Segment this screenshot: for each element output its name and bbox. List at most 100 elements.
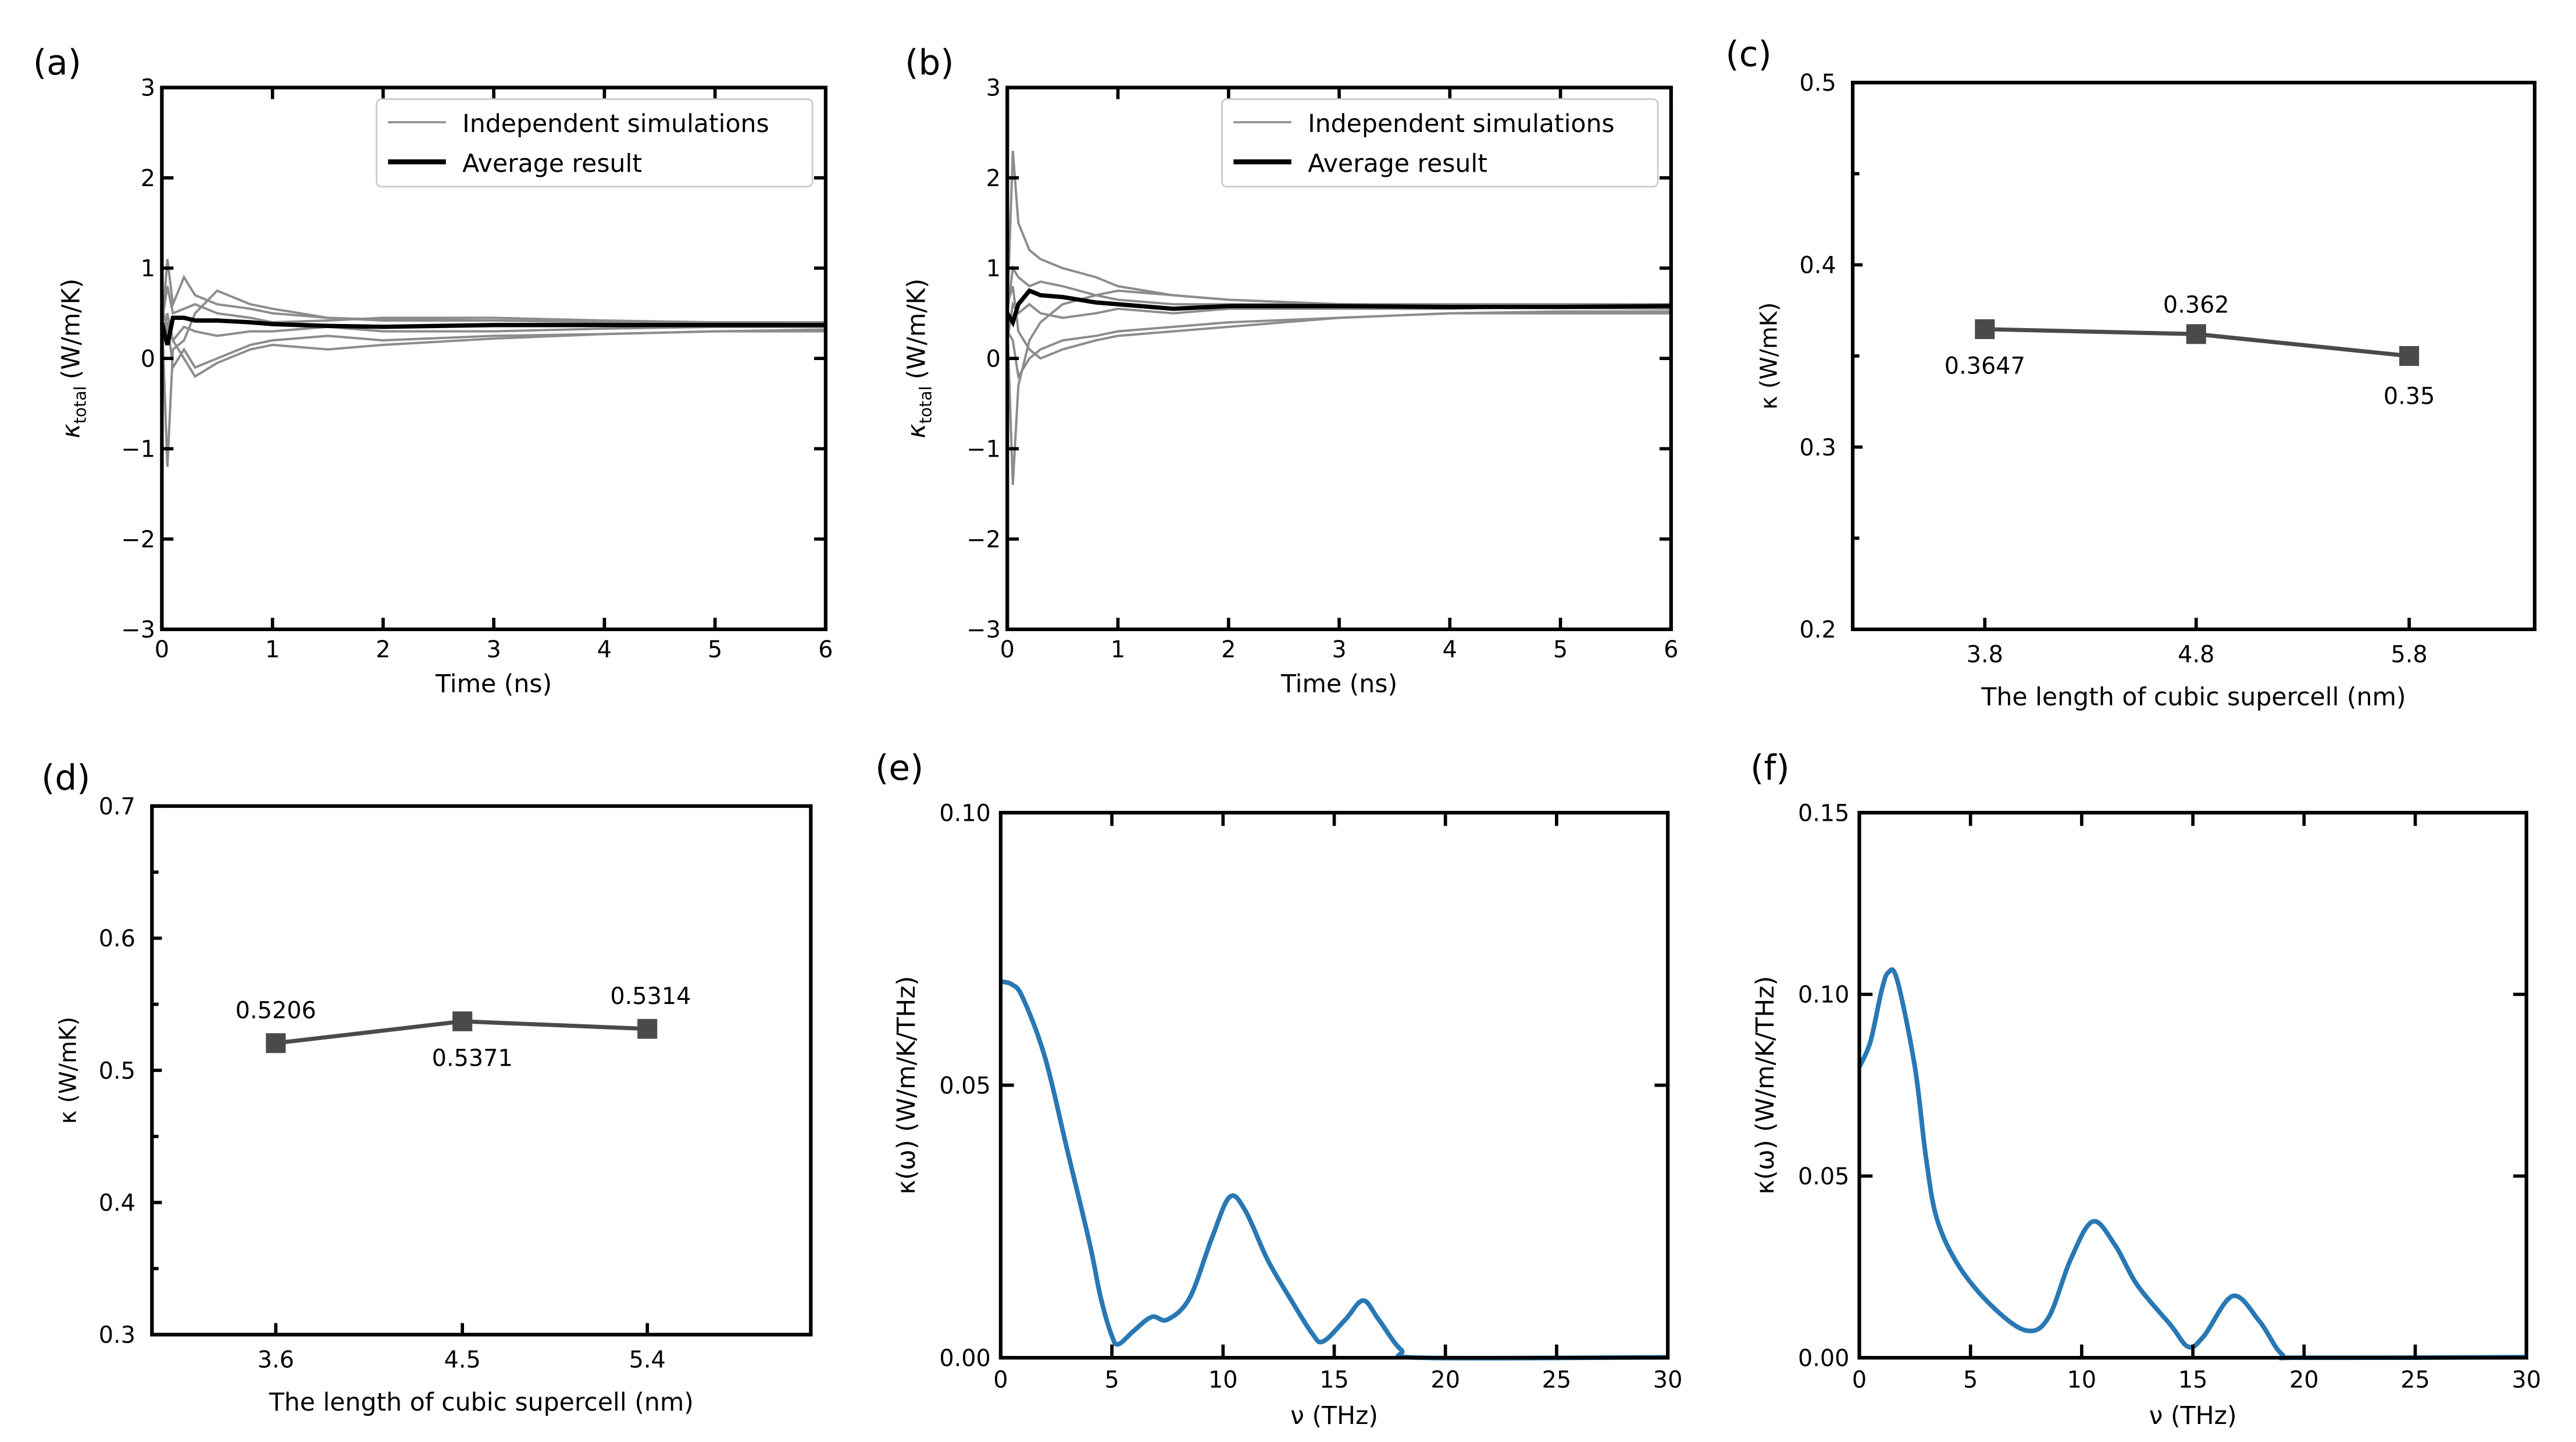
y-tick-label: 0.5 xyxy=(99,1058,135,1084)
y-tick-label: 2 xyxy=(141,165,155,192)
y-tick-label: 2 xyxy=(986,165,1001,192)
x-tick-label: 5.4 xyxy=(629,1347,666,1373)
x-tick-label: 5 xyxy=(708,636,722,663)
y-tick-label: 0.3 xyxy=(1800,435,1836,461)
x-tick-label: 5.8 xyxy=(2391,642,2428,668)
panel-label: (e) xyxy=(875,748,923,788)
panel-label: (d) xyxy=(41,758,90,798)
y-tick-label: −1 xyxy=(121,436,155,463)
x-tick-label: 4.5 xyxy=(444,1347,481,1373)
y-tick-label: 0.05 xyxy=(1798,1163,1850,1190)
x-tick-label: 20 xyxy=(2289,1366,2319,1393)
simulation-line xyxy=(160,313,826,350)
data-label: 0.3647 xyxy=(1945,353,2025,380)
y-tick-label: 0.05 xyxy=(939,1073,991,1099)
x-axis-label: ν (THz) xyxy=(2149,1401,2237,1430)
x-tick-label: 0 xyxy=(155,636,169,663)
y-axis-symbol: κ xyxy=(56,423,85,438)
y-tick-label: −2 xyxy=(121,526,155,553)
y-tick-label: 0.4 xyxy=(99,1190,135,1216)
x-axis-label: Time (ns) xyxy=(435,670,552,699)
x-tick-label: 30 xyxy=(2511,1366,2541,1393)
x-tick-label: 30 xyxy=(1653,1366,1683,1393)
data-marker xyxy=(452,1011,473,1031)
y-tick-label: 0.10 xyxy=(1798,982,1850,1009)
simulation-line xyxy=(160,286,826,324)
simulation-line xyxy=(1006,289,1671,485)
plot-4-frame xyxy=(998,810,1670,1360)
plot-5-frame xyxy=(1857,810,2528,1360)
y-tick-label: 0 xyxy=(141,346,155,372)
x-tick-label: 25 xyxy=(2400,1366,2430,1393)
y-axis-subscript: total xyxy=(916,386,936,424)
x-tick-label: 5 xyxy=(1104,1366,1119,1393)
y-tick-label: −3 xyxy=(121,617,155,643)
x-tick-label: 2 xyxy=(1221,636,1236,663)
y-tick-label: 0.00 xyxy=(939,1345,991,1372)
data-label: 0.362 xyxy=(2163,291,2229,318)
simulation-line xyxy=(1006,310,1671,380)
panel-label: (a) xyxy=(33,43,81,83)
data-label: 0.5206 xyxy=(236,998,316,1024)
data-marker xyxy=(1975,319,1995,339)
y-tick-label: 0.3 xyxy=(99,1322,135,1349)
y-tick-label: 0.7 xyxy=(99,793,135,820)
x-tick-label: 4 xyxy=(597,636,612,663)
simulation-line xyxy=(1006,286,1671,360)
x-tick-label: 25 xyxy=(1542,1366,1572,1393)
data-label: 0.35 xyxy=(2384,383,2435,410)
x-tick-label: 0 xyxy=(1000,636,1015,663)
x-tick-label: 20 xyxy=(1430,1366,1460,1393)
legend-entry-simulations: Independent simulations xyxy=(1308,109,1615,138)
simulation-line xyxy=(1006,265,1671,314)
y-tick-label: 0.15 xyxy=(1798,800,1850,827)
y-axis-label: κtotal (W/m/K) xyxy=(902,279,935,439)
legend-entry-average: Average result xyxy=(462,149,642,178)
legend-box xyxy=(376,98,814,188)
y-tick-label: 3 xyxy=(986,75,1001,102)
x-tick-label: 0 xyxy=(993,1366,1008,1393)
y-axis-label: κ(ω) (W/m/K/THz) xyxy=(892,976,921,1195)
x-tick-label: 1 xyxy=(1111,636,1125,663)
legend-entry-simulations: Independent simulations xyxy=(462,109,769,138)
x-tick-label: 10 xyxy=(2067,1366,2097,1393)
data-label: 0.5314 xyxy=(610,983,691,1010)
x-axis-label: The length of cubic supercell (nm) xyxy=(1981,683,2406,712)
y-tick-label: 0.00 xyxy=(1798,1345,1850,1372)
simulation-line xyxy=(160,304,826,378)
y-axis-label: κ (W/mK) xyxy=(1756,302,1783,410)
x-tick-label: 10 xyxy=(1208,1366,1238,1393)
panel-label: (b) xyxy=(905,43,954,83)
y-tick-label: −3 xyxy=(966,617,1001,643)
x-tick-label: 6 xyxy=(1664,636,1678,663)
x-tick-label: 1 xyxy=(265,636,280,663)
x-tick-label: 3 xyxy=(1332,636,1346,663)
x-tick-label: 15 xyxy=(2178,1366,2208,1393)
panel-label: (f) xyxy=(1750,748,1790,788)
x-tick-label: 2 xyxy=(376,636,390,663)
y-tick-label: 0.6 xyxy=(99,925,135,952)
y-axis-label: κ (W/mK) xyxy=(55,1017,82,1124)
data-marker xyxy=(637,1019,658,1039)
simulation-line xyxy=(160,289,826,467)
y-tick-label: 1 xyxy=(986,255,1001,282)
panel-label: (c) xyxy=(1726,35,1772,75)
y-axis-symbol: κ xyxy=(902,423,931,438)
x-axis-label: Time (ns) xyxy=(1280,670,1397,699)
x-axis-label: ν (THz) xyxy=(1290,1401,1378,1430)
x-tick-label: 5 xyxy=(1963,1366,1978,1393)
x-tick-label: 6 xyxy=(818,636,833,663)
y-axis-label: κ(ω) (W/m/K/THz) xyxy=(1751,976,1780,1195)
spectrum-line xyxy=(1857,967,2527,1361)
x-tick-label: 3.6 xyxy=(258,1347,294,1373)
y-tick-label: 0.2 xyxy=(1800,617,1836,643)
y-tick-label: 0 xyxy=(986,346,1001,372)
data-label: 0.5371 xyxy=(432,1045,513,1071)
y-tick-label: 1 xyxy=(141,255,155,282)
legend-box xyxy=(1221,98,1659,188)
x-tick-label: 3 xyxy=(486,636,501,663)
average-line xyxy=(1005,288,1671,328)
legend-entry-average: Average result xyxy=(1308,149,1487,178)
spectrum-line xyxy=(1000,979,1668,1361)
data-marker xyxy=(266,1033,286,1053)
